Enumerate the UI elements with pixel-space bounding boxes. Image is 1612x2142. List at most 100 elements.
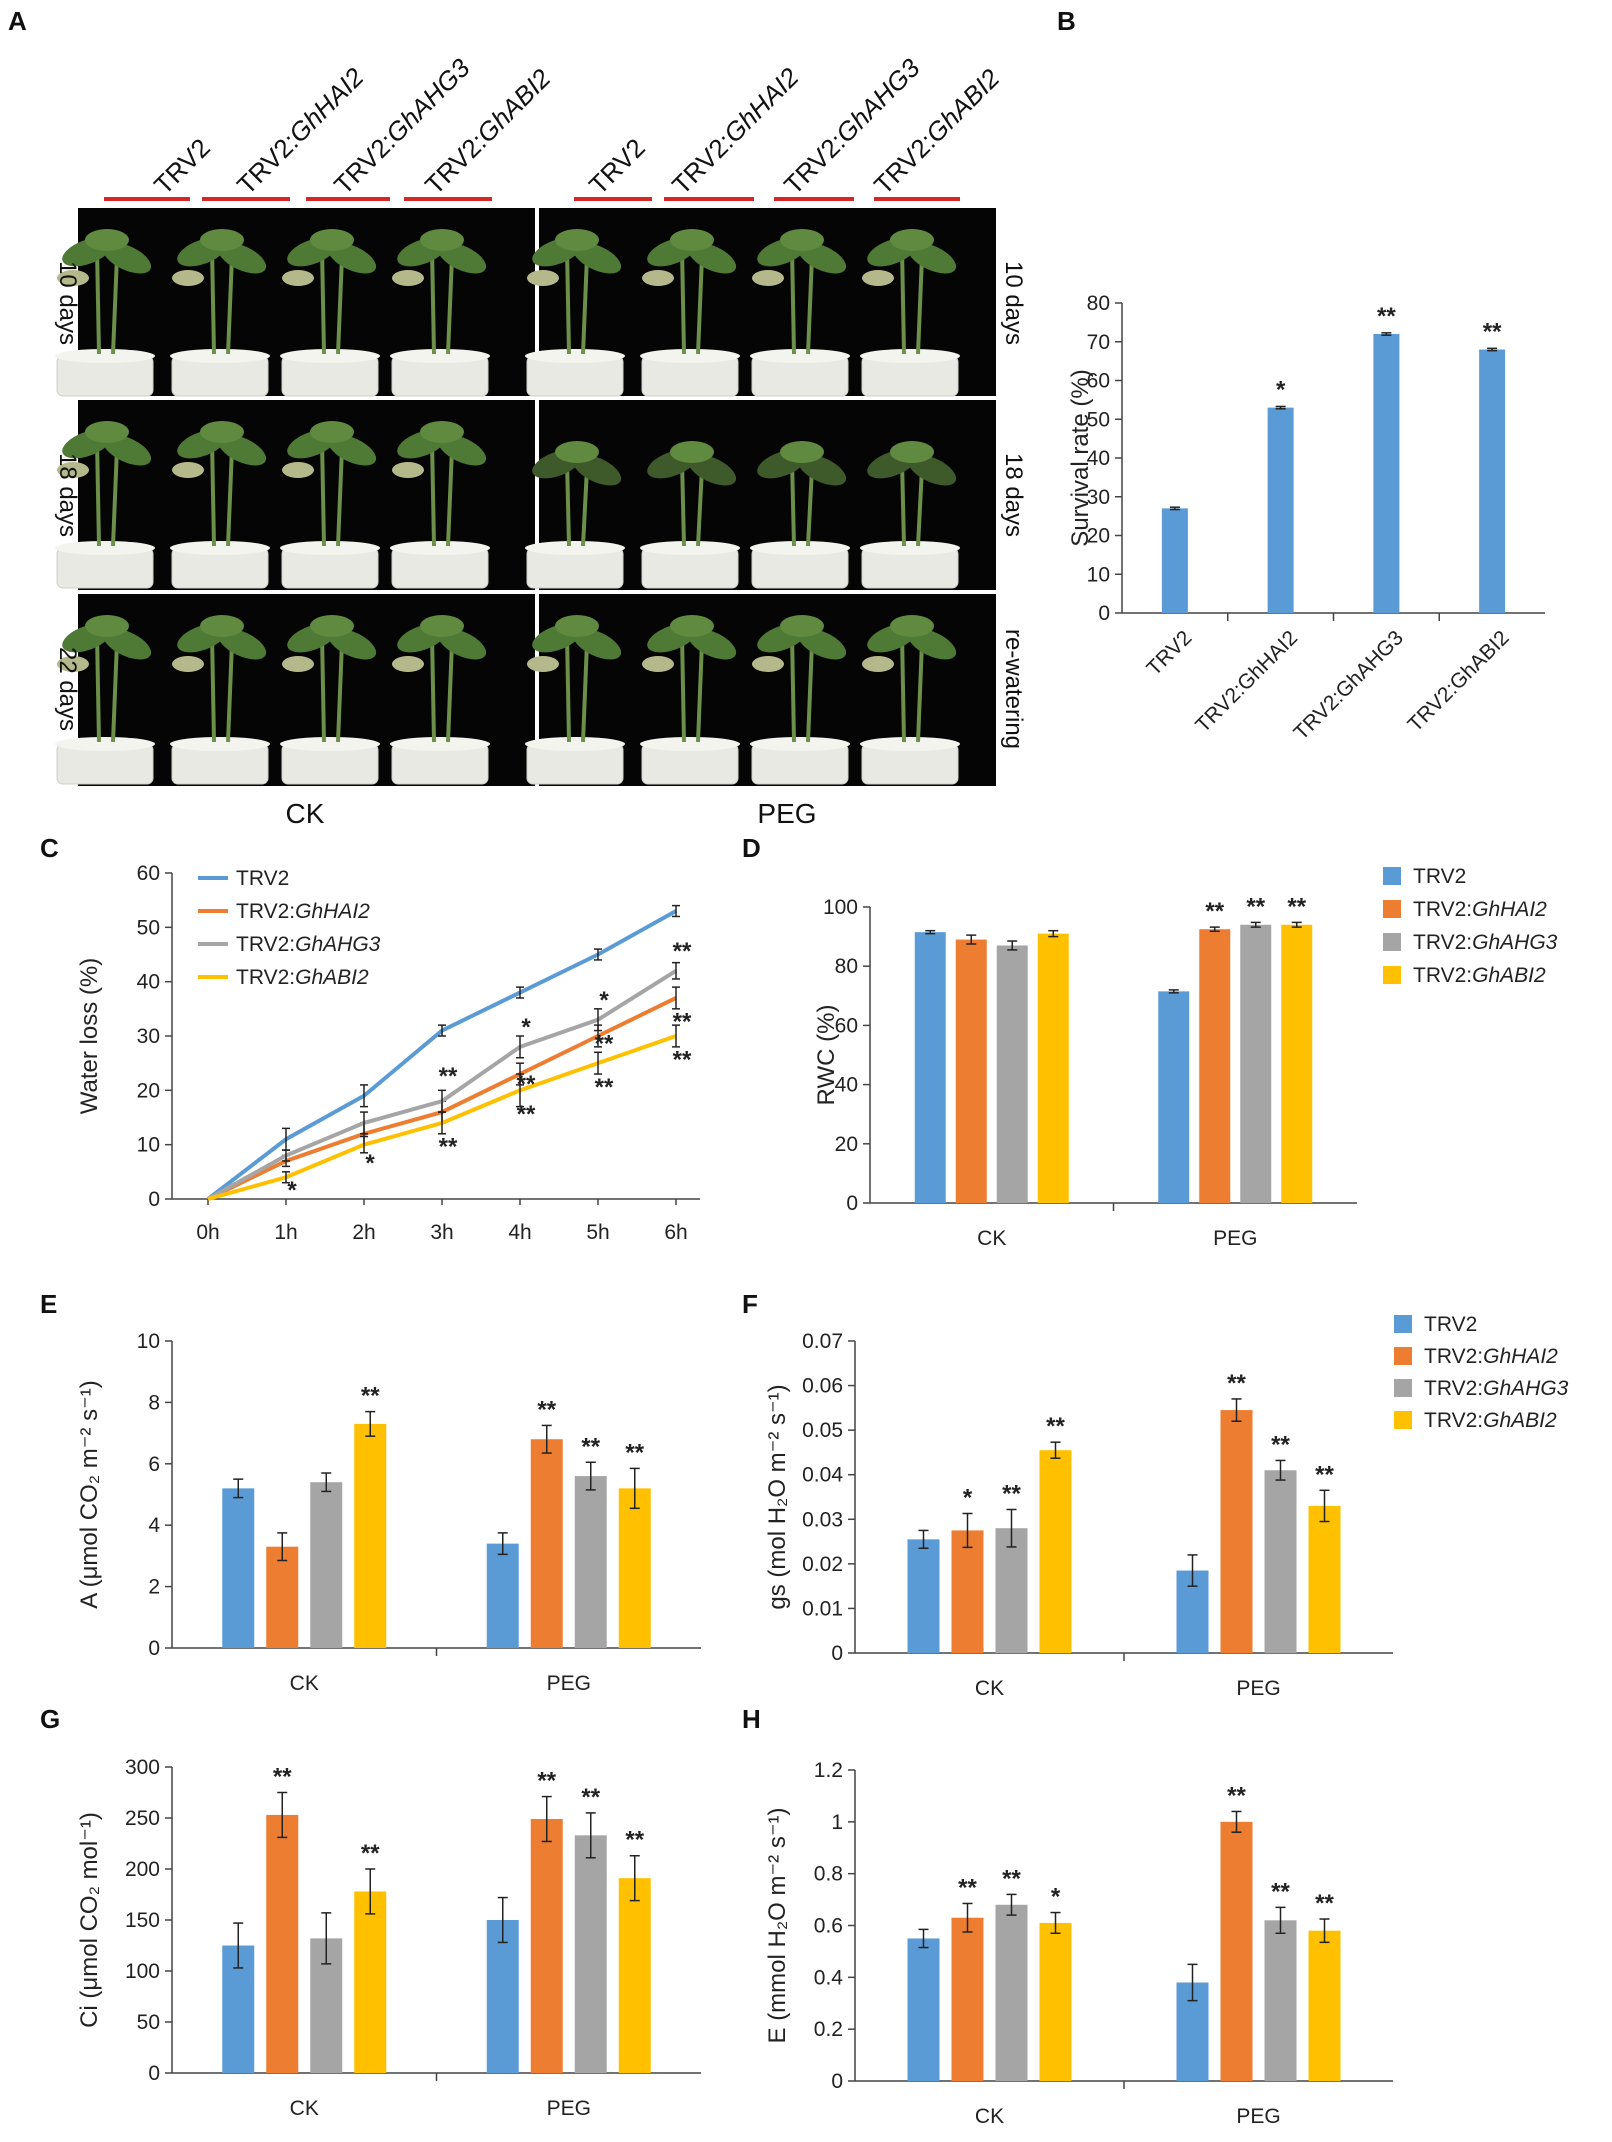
- panel-a: A TRV2 TRV2:GhHAI2 TRV2:GhAHG3 TRV2:GhAB…: [8, 6, 1027, 829]
- x-tick-label: CK: [977, 1227, 1006, 1250]
- y-tick-label: 40: [835, 1074, 858, 1097]
- pot-rim: [640, 349, 740, 363]
- stem: [226, 641, 234, 743]
- legend-swatch: [1394, 1379, 1412, 1397]
- bar: [1240, 924, 1272, 1203]
- leaf: [85, 421, 129, 443]
- legend-label-prefix: TRV2:: [236, 966, 295, 989]
- legend-label-gene: GhAHG3: [1472, 931, 1558, 954]
- cotyledon: [282, 462, 314, 478]
- panel-letter-c: C: [40, 833, 59, 863]
- leaf: [555, 441, 599, 463]
- significance-star: **: [1287, 893, 1306, 920]
- bar: [266, 1814, 299, 2073]
- legend-label-prefix: TRV2:: [1424, 1345, 1483, 1368]
- y-axis-label: A (μmol CO₂ m⁻² s⁻¹): [76, 1380, 103, 1608]
- stem: [430, 247, 436, 355]
- bar: [1039, 1450, 1072, 1653]
- leaf: [687, 628, 737, 660]
- y-tick-label: 0.2: [814, 2018, 843, 2041]
- stem: [581, 467, 589, 547]
- y-axis-label: RWC (%): [813, 1005, 840, 1106]
- bar: [266, 1546, 299, 1648]
- stem: [320, 439, 326, 547]
- leaf: [670, 615, 714, 637]
- significance-star: **: [273, 1764, 292, 1791]
- y-tick-label: 0: [148, 1637, 160, 1660]
- legend-label: TRV2:GhHAI2: [236, 900, 370, 923]
- leaf: [890, 441, 934, 463]
- cotyledon: [282, 656, 314, 672]
- significance-star: **: [1227, 1370, 1246, 1397]
- pot-rim: [390, 737, 490, 751]
- bar: [951, 1530, 984, 1653]
- leaf: [670, 441, 714, 463]
- stem: [916, 467, 924, 547]
- bar: [1281, 924, 1313, 1203]
- legend-label: TRV2: [1424, 1313, 1477, 1336]
- stem: [680, 247, 686, 355]
- y-tick-label: 2: [148, 1576, 160, 1599]
- stem: [790, 247, 796, 355]
- bar: [1158, 991, 1190, 1203]
- significance-star: **: [361, 1383, 380, 1410]
- cotyledon: [57, 656, 89, 672]
- bar: [1199, 929, 1231, 1203]
- stem: [806, 255, 814, 355]
- legend-label-prefix: TRV2:: [236, 900, 295, 923]
- leaf: [420, 229, 464, 251]
- ck-row-label-18-days: 18 days: [54, 453, 81, 537]
- stem: [900, 633, 906, 743]
- significance-star: *: [1051, 1884, 1061, 1911]
- x-tick-label: TRV2:GhABI2: [1404, 626, 1514, 736]
- bar: [1267, 407, 1294, 613]
- y-tick-label: 10: [137, 1330, 160, 1353]
- peg-row-label-rewatering: re-watering: [1000, 629, 1027, 749]
- legend-label-prefix: TRV2:: [1413, 931, 1472, 954]
- legend-label: TRV2:GhABI2: [236, 966, 369, 989]
- x-tick-label: 4h: [508, 1221, 531, 1244]
- legend-label: TRV2:GhHAI2: [1424, 1345, 1558, 1368]
- cotyledon: [752, 270, 784, 286]
- ck-row-label-10-days: 10 days: [54, 261, 81, 345]
- leaf: [890, 229, 934, 251]
- panel-c-water-loss: C 0 10 20 30 40 50 60 Water loss (%) 0h 1h 2h 3h 4h 5…: [40, 833, 700, 1244]
- pot-rim: [55, 737, 155, 751]
- stem: [336, 641, 344, 743]
- y-tick-label: 20: [137, 1079, 160, 1102]
- stem: [336, 255, 344, 355]
- leaf: [780, 441, 824, 463]
- pot-rim: [860, 349, 960, 363]
- significance-star: *: [599, 987, 609, 1014]
- y-axis-label: Ci (μmol CO₂ mol⁻¹): [76, 1812, 103, 2028]
- stem: [111, 641, 119, 743]
- leaf: [102, 242, 152, 274]
- leaf: [217, 628, 267, 660]
- y-tick-label: 0: [846, 1192, 858, 1215]
- bar: [1220, 1410, 1253, 1653]
- leaf: [555, 615, 599, 637]
- bar: [222, 1488, 255, 1648]
- pot-rim: [640, 737, 740, 751]
- significance-star: **: [1271, 1878, 1290, 1905]
- bar: [1308, 1930, 1341, 2081]
- bar: [486, 1543, 519, 1648]
- bar: [951, 1917, 984, 2081]
- y-tick-label: 0.05: [802, 1419, 843, 1442]
- legend-swatch: [1394, 1347, 1412, 1365]
- bar: [530, 1439, 563, 1648]
- stem: [680, 633, 686, 743]
- cotyledon: [172, 462, 204, 478]
- leaf: [437, 628, 487, 660]
- stem: [210, 247, 216, 355]
- legend-swatch: [1383, 966, 1401, 984]
- legend-label-gene: GhABI2: [295, 966, 369, 989]
- stem: [565, 459, 571, 547]
- legend-label-gene: GhHAI2: [1483, 1345, 1558, 1368]
- panel-letter-d: D: [742, 833, 761, 863]
- y-tick-label: 4: [148, 1514, 160, 1537]
- leaf: [85, 615, 129, 637]
- y-tick-label: 0: [148, 1188, 160, 1211]
- leaf: [200, 229, 244, 251]
- leaf: [797, 628, 847, 660]
